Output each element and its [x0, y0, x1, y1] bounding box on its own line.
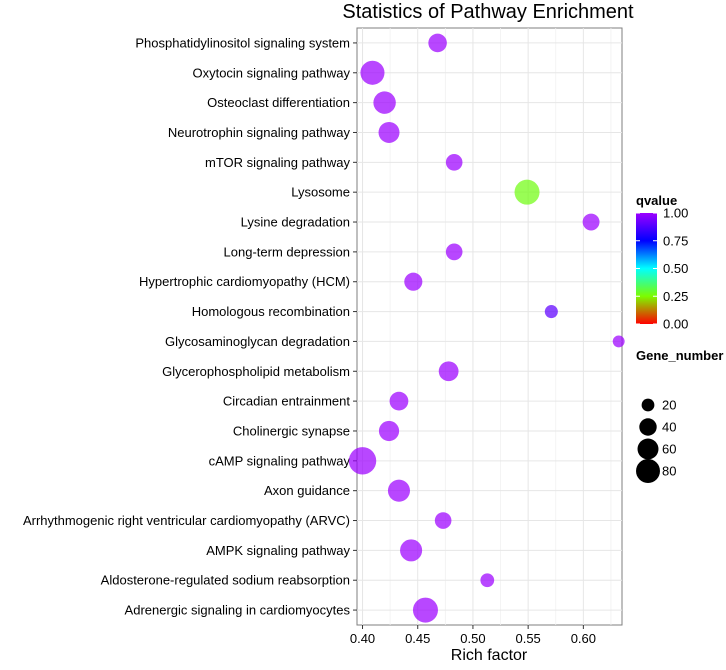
data-point [514, 179, 540, 205]
data-point [428, 33, 447, 53]
gene-number-legend-key [639, 418, 657, 436]
data-point [389, 391, 409, 411]
grid-lines [357, 28, 622, 625]
y-tick-label: Phosphatidylinositol signaling system [135, 35, 350, 50]
data-point [378, 420, 400, 442]
qvalue-legend-label: 1.00 [663, 206, 688, 221]
y-tick-label: Circadian entrainment [223, 394, 351, 409]
data-point [434, 512, 452, 529]
gene-number-legend-label: 20 [662, 398, 676, 413]
data-point [404, 272, 423, 291]
gene-number-legend-label: 60 [662, 442, 676, 457]
qvalue-legend-label: 0.00 [663, 317, 688, 332]
y-tick-label: Neurotrophin signaling pathway [168, 125, 351, 140]
data-point [480, 573, 495, 588]
data-points [348, 33, 625, 623]
x-axis-label: Rich factor [451, 647, 528, 664]
gene-number-legend-key [637, 438, 659, 460]
y-tick-label: Oxytocin signaling pathway [192, 65, 350, 80]
data-point [438, 361, 459, 382]
y-axis: Phosphatidylinositol signaling system Oxy… [23, 35, 357, 618]
data-point [412, 597, 438, 623]
y-tick-label: Homologous recombination [192, 304, 350, 319]
x-tick-label: 0.45 [405, 631, 430, 646]
data-point [612, 335, 625, 348]
x-tick-label: 0.40 [350, 631, 375, 646]
y-tick-label: mTOR signaling pathway [205, 155, 350, 170]
data-point [400, 539, 423, 562]
x-tick-label: 0.55 [515, 631, 540, 646]
y-tick-label: Long-term depression [224, 244, 350, 259]
qvalue-colorbar [636, 213, 657, 324]
gene-number-legend-label: 40 [662, 420, 676, 435]
gene-number-legend-label: 80 [662, 464, 676, 479]
data-point [582, 213, 600, 231]
qvalue-legend-label: 0.50 [663, 261, 688, 276]
x-axis: 0.40 0.45 0.50 0.55 0.60 [350, 625, 596, 646]
data-point [445, 154, 463, 171]
chart-title: Statistics of Pathway Enrichment [342, 1, 634, 23]
y-tick-label: Axon guidance [264, 483, 350, 498]
y-tick-label: Aldosterone-regulated sodium reabsorptio… [101, 573, 350, 588]
gene-number-legend-key [636, 459, 660, 483]
data-point [544, 305, 558, 319]
plot-panel [356, 27, 623, 626]
y-tick-label: AMPK signaling pathway [206, 543, 350, 558]
plot-panel-background [356, 27, 623, 626]
data-point [445, 243, 463, 261]
y-tick-label: Hypertrophic cardiomyopathy (HCM) [139, 274, 350, 289]
y-tick-label: Cholinergic synapse [233, 423, 350, 438]
y-tick-label: Adrenergic signaling in cardiomyocytes [125, 603, 351, 618]
data-point [360, 60, 385, 85]
y-tick-label: Lysine degradation [241, 215, 350, 230]
y-tick-label: Glycosaminoglycan degradation [165, 334, 350, 349]
data-point [348, 447, 377, 475]
qvalue-legend-label: 0.75 [663, 233, 688, 248]
gene-number-legend: Gene_number 20 40 60 80 [636, 348, 723, 483]
y-tick-label: Lysosome [291, 185, 350, 200]
gene-number-legend-title: Gene_number [636, 348, 723, 363]
x-tick-label: 0.60 [571, 631, 596, 646]
qvalue-legend-title: qvalue [636, 193, 677, 208]
gene-number-legend-key [641, 398, 655, 412]
y-tick-label: cAMP signaling pathway [209, 453, 351, 468]
x-tick-label: 0.50 [460, 631, 485, 646]
qvalue-legend-label: 0.25 [663, 289, 688, 304]
data-point [387, 479, 410, 502]
y-tick-label: Arrhythmogenic right ventricular cardiom… [23, 513, 350, 528]
data-point [378, 121, 400, 143]
y-tick-label: Glycerophospholipid metabolism [162, 364, 350, 379]
data-point [373, 91, 396, 114]
y-tick-label: Osteoclast differentiation [207, 95, 350, 110]
